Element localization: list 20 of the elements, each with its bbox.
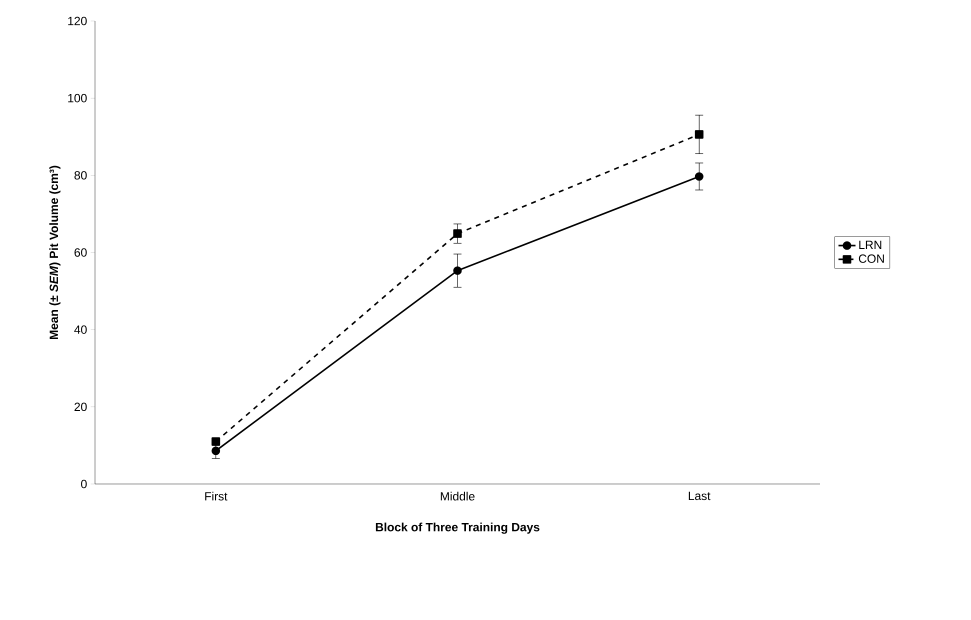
- point: [694, 172, 704, 181]
- point: [453, 229, 462, 238]
- y-tick-label: 120: [68, 16, 87, 26]
- y-tick-label: 100: [68, 94, 87, 102]
- point: [212, 446, 220, 456]
- legend-label: LRN: [859, 240, 882, 249]
- x-tick-label: Last: [688, 492, 710, 500]
- point: [212, 437, 220, 446]
- x-tick-label: Middle: [440, 492, 475, 501]
- y-tick-label: 40: [74, 325, 87, 334]
- point: [453, 266, 462, 275]
- legend-label: CON: [858, 254, 884, 263]
- y-axis-title: Mean (± SEM) Pit Volume (cm³): [49, 166, 60, 339]
- y-tick-label: 0: [81, 480, 87, 488]
- y-tick-label: 60: [74, 248, 87, 257]
- point: [694, 130, 704, 139]
- y-tick-label: 80: [74, 171, 87, 180]
- y-tick-label: 20: [74, 402, 87, 412]
- x-axis-title: Block of Three Training Days: [376, 522, 540, 534]
- x-tick-label: First: [205, 492, 228, 501]
